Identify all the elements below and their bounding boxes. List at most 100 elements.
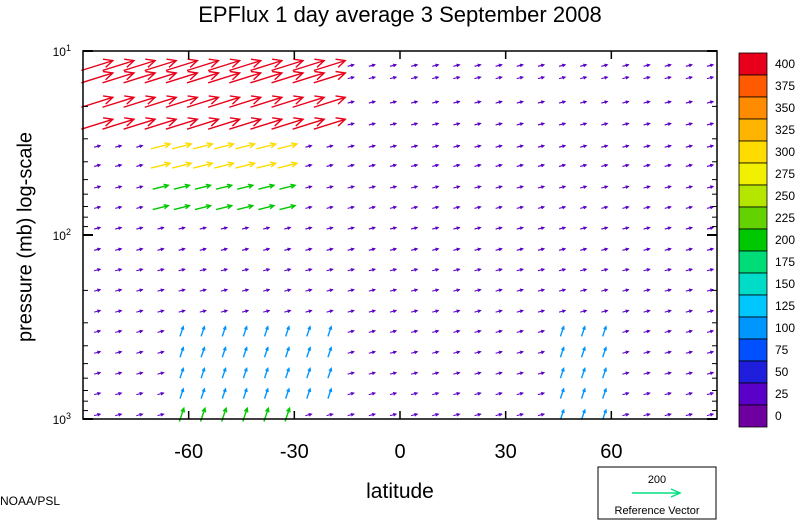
arrow-shaft xyxy=(263,326,269,337)
arrow-shaft xyxy=(123,118,156,130)
arrow-head xyxy=(371,329,377,334)
arrow-head xyxy=(583,247,588,252)
vector-arrow xyxy=(643,247,651,252)
arrow-head xyxy=(498,63,503,68)
vector-arrow xyxy=(685,329,694,334)
arrow-head xyxy=(709,391,715,396)
vector-arrow xyxy=(389,288,398,292)
vector-arrow xyxy=(664,309,672,313)
arrow-head xyxy=(205,183,213,189)
arrow-head xyxy=(709,268,715,272)
vector-arrow xyxy=(516,205,524,210)
arrow-shaft xyxy=(306,347,311,358)
vector-arrow xyxy=(165,117,199,130)
arrow-head xyxy=(477,226,482,230)
arrow-head xyxy=(181,268,186,272)
vector-arrow xyxy=(327,387,333,399)
vector-arrow xyxy=(622,205,630,210)
arrow-head xyxy=(709,329,715,334)
arrow-head xyxy=(625,100,630,104)
arrow-head xyxy=(139,268,144,272)
arrow-head xyxy=(226,204,234,210)
vector-arrow xyxy=(602,325,607,337)
arrow-shaft xyxy=(279,184,296,190)
vector-arrow xyxy=(580,367,586,379)
arrow-head xyxy=(244,387,248,393)
arrow-head xyxy=(250,95,263,105)
arrow-head xyxy=(667,205,672,210)
vector-arrow xyxy=(389,226,398,230)
vector-arrow xyxy=(474,63,482,68)
arrow-head xyxy=(604,100,609,104)
arrow-head xyxy=(293,117,305,127)
vector-arrow xyxy=(368,75,377,80)
arrow-head xyxy=(181,226,186,230)
vector-arrow xyxy=(580,75,588,80)
arrow-head xyxy=(625,247,630,252)
colorbar-swatch xyxy=(738,404,768,428)
vector-arrow xyxy=(601,226,609,230)
vector-arrow xyxy=(347,163,355,168)
vector-arrow xyxy=(495,122,503,126)
vector-arrow xyxy=(474,391,482,396)
vector-arrow xyxy=(347,247,355,252)
arrow-head xyxy=(625,329,630,334)
vector-arrow xyxy=(432,247,440,252)
vector-arrow xyxy=(327,346,333,358)
arrow-head xyxy=(603,387,607,393)
vector-arrow xyxy=(284,247,292,252)
arrow-head xyxy=(163,204,170,210)
arrow-head xyxy=(308,288,313,292)
vector-arrow xyxy=(537,268,546,272)
vector-arrow xyxy=(220,288,229,292)
arrow-head xyxy=(582,325,586,330)
vector-arrow xyxy=(664,163,672,168)
vector-arrow xyxy=(326,163,334,168)
arrow-head xyxy=(97,205,102,210)
arrow-head xyxy=(184,204,191,210)
arrow-head xyxy=(519,185,524,189)
vector-arrow xyxy=(326,226,334,230)
arrow-shaft xyxy=(313,72,346,84)
vector-arrow xyxy=(664,63,672,68)
arrow-head xyxy=(329,185,334,189)
arrow-shaft xyxy=(123,59,156,72)
arrow-head xyxy=(286,325,290,330)
arrow-shaft xyxy=(602,347,607,358)
arrow-head xyxy=(667,247,672,252)
vector-arrow xyxy=(102,58,136,72)
arrow-head xyxy=(139,329,144,334)
arrow-shaft xyxy=(285,368,290,379)
vector-arrow xyxy=(221,346,227,358)
arrow-head xyxy=(498,226,503,230)
arrow-head xyxy=(498,329,503,334)
arrow-head xyxy=(102,70,115,81)
vector-arrow xyxy=(241,268,250,272)
arrow-head xyxy=(97,247,102,252)
vector-arrow xyxy=(93,413,102,417)
vector-arrow xyxy=(235,161,257,169)
vector-arrow xyxy=(136,288,144,292)
arrow-head xyxy=(371,75,377,80)
colorbar-swatch xyxy=(738,250,768,274)
arrow-head xyxy=(139,163,144,168)
arrow-head xyxy=(519,247,524,252)
arrow-head xyxy=(583,100,588,104)
arrow-head xyxy=(244,268,250,272)
vector-arrow xyxy=(368,122,377,126)
vector-arrow xyxy=(643,268,651,272)
vector-arrow xyxy=(622,268,630,272)
arrow-head xyxy=(414,371,419,375)
arrow-shaft xyxy=(165,118,198,130)
arrow-head xyxy=(646,226,651,230)
arrow-head xyxy=(208,95,221,105)
vector-arrow xyxy=(81,70,115,84)
arrow-shaft xyxy=(207,59,240,72)
arrow-head xyxy=(435,100,440,104)
vector-arrow xyxy=(453,350,461,355)
arrow-shaft xyxy=(221,326,227,337)
vector-arrow xyxy=(305,288,313,292)
arrow-head xyxy=(247,204,255,210)
arrow-head xyxy=(118,205,123,210)
arrow-head xyxy=(583,144,588,149)
